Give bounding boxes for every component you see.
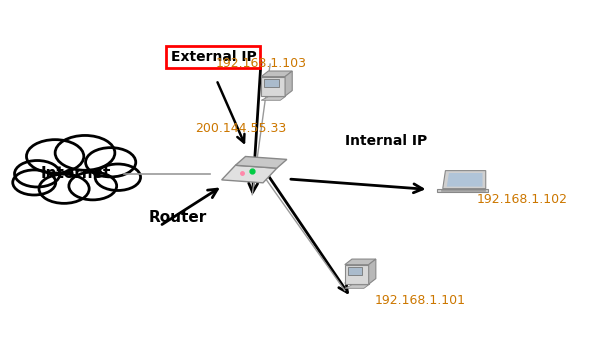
Polygon shape	[368, 259, 376, 284]
Circle shape	[86, 148, 136, 177]
Circle shape	[13, 170, 56, 195]
Circle shape	[39, 174, 89, 203]
Circle shape	[69, 172, 116, 200]
Circle shape	[14, 160, 60, 187]
Text: 200.144.55.33: 200.144.55.33	[194, 122, 286, 135]
Circle shape	[26, 140, 84, 173]
Polygon shape	[345, 259, 376, 265]
Text: 192.168.1.102: 192.168.1.102	[476, 193, 567, 206]
Polygon shape	[261, 97, 285, 100]
Circle shape	[55, 135, 115, 170]
Text: Internal IP: Internal IP	[345, 134, 427, 148]
Polygon shape	[261, 71, 292, 77]
Text: Router: Router	[148, 210, 206, 225]
Polygon shape	[261, 77, 285, 96]
Text: 192.168.1.101: 192.168.1.101	[374, 294, 466, 307]
Polygon shape	[443, 171, 486, 188]
FancyBboxPatch shape	[264, 79, 278, 87]
Polygon shape	[345, 265, 368, 284]
Text: External IP: External IP	[170, 50, 256, 64]
Circle shape	[95, 164, 140, 191]
Polygon shape	[447, 173, 482, 187]
FancyBboxPatch shape	[348, 267, 362, 275]
Polygon shape	[437, 188, 488, 192]
Polygon shape	[345, 285, 368, 288]
Polygon shape	[235, 157, 287, 168]
Polygon shape	[221, 165, 277, 183]
Ellipse shape	[0, 141, 158, 203]
Text: Internet: Internet	[41, 166, 111, 181]
Polygon shape	[285, 71, 292, 96]
Text: 192.168.1.103: 192.168.1.103	[215, 57, 307, 70]
